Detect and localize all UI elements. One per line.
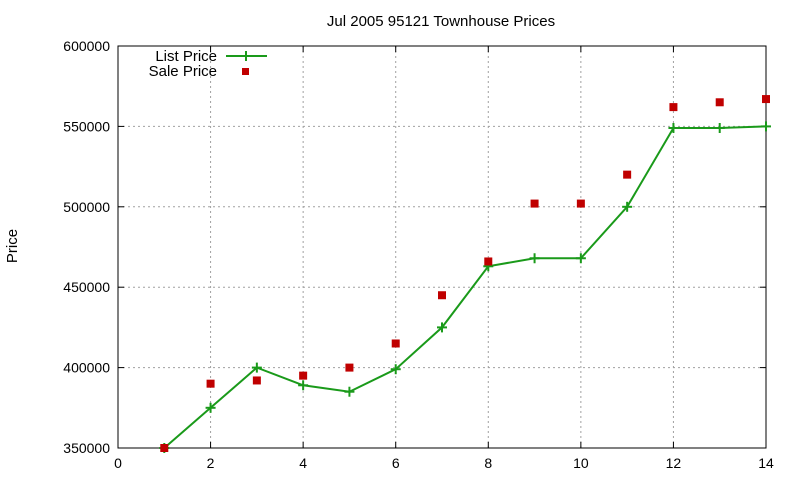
list-price-point	[298, 380, 309, 391]
list-price-point	[205, 402, 216, 413]
list-price-line	[163, 125, 767, 449]
y-tick-label: 400000	[63, 360, 110, 376]
sale-price-point	[160, 444, 169, 452]
plot-frame	[117, 45, 767, 449]
grid-lines	[118, 46, 766, 448]
legend-label-list-price: List Price	[155, 48, 217, 65]
legend: List Price Sale Price	[149, 48, 267, 80]
list-price-point	[529, 253, 540, 264]
sale-price-point	[391, 339, 400, 348]
legend-marker-list-price	[241, 51, 251, 61]
list-price-point	[575, 253, 586, 264]
sale-price-point	[576, 199, 585, 208]
x-tick-label: 2	[207, 455, 215, 471]
list-price-point	[714, 123, 725, 134]
sale-price-point	[438, 291, 446, 300]
x-tick-label: 8	[484, 455, 492, 471]
x-tick-label: 14	[758, 455, 774, 471]
sale-price-point	[623, 170, 632, 179]
chart-title: Jul 2005 95121 Townhouse Prices	[327, 13, 555, 30]
sale-price-point	[299, 371, 308, 380]
list-price-point	[437, 322, 447, 333]
y-tick-label: 500000	[63, 199, 110, 215]
sale-price-point	[715, 98, 724, 107]
x-tick-label: 0	[114, 455, 122, 471]
y-tick-label: 450000	[63, 279, 110, 295]
list-price-point	[344, 386, 355, 397]
sale-price-point	[206, 379, 215, 388]
legend-label-sale-price: Sale Price	[149, 63, 217, 80]
sale-price-point	[669, 103, 678, 112]
sale-price-point	[762, 95, 770, 104]
list-price-point	[251, 362, 262, 373]
x-tick-label: 10	[573, 455, 589, 471]
y-tick-label: 350000	[63, 440, 110, 456]
series-layer	[159, 95, 771, 453]
x-tick-label: 4	[299, 455, 307, 471]
y-axis-title: Price	[4, 229, 21, 263]
legend-marker-sale-price	[242, 68, 249, 75]
list-price-point	[668, 123, 679, 134]
axis-ticks: 0 2 4 6 8 10 12 14 350000 400000 450000 500000 55000…	[63, 38, 774, 471]
sale-price-point	[252, 376, 261, 385]
x-tick-label: 6	[392, 455, 400, 471]
list-price-point	[622, 201, 633, 212]
x-tick-label: 12	[666, 455, 682, 471]
sale-price-point	[484, 257, 493, 266]
list-price-point	[390, 364, 401, 375]
sale-price-point	[530, 199, 539, 208]
y-tick-label: 600000	[63, 38, 110, 54]
y-tick-label: 550000	[63, 118, 110, 134]
sale-price-point	[345, 363, 354, 372]
list-price-point	[761, 121, 771, 132]
